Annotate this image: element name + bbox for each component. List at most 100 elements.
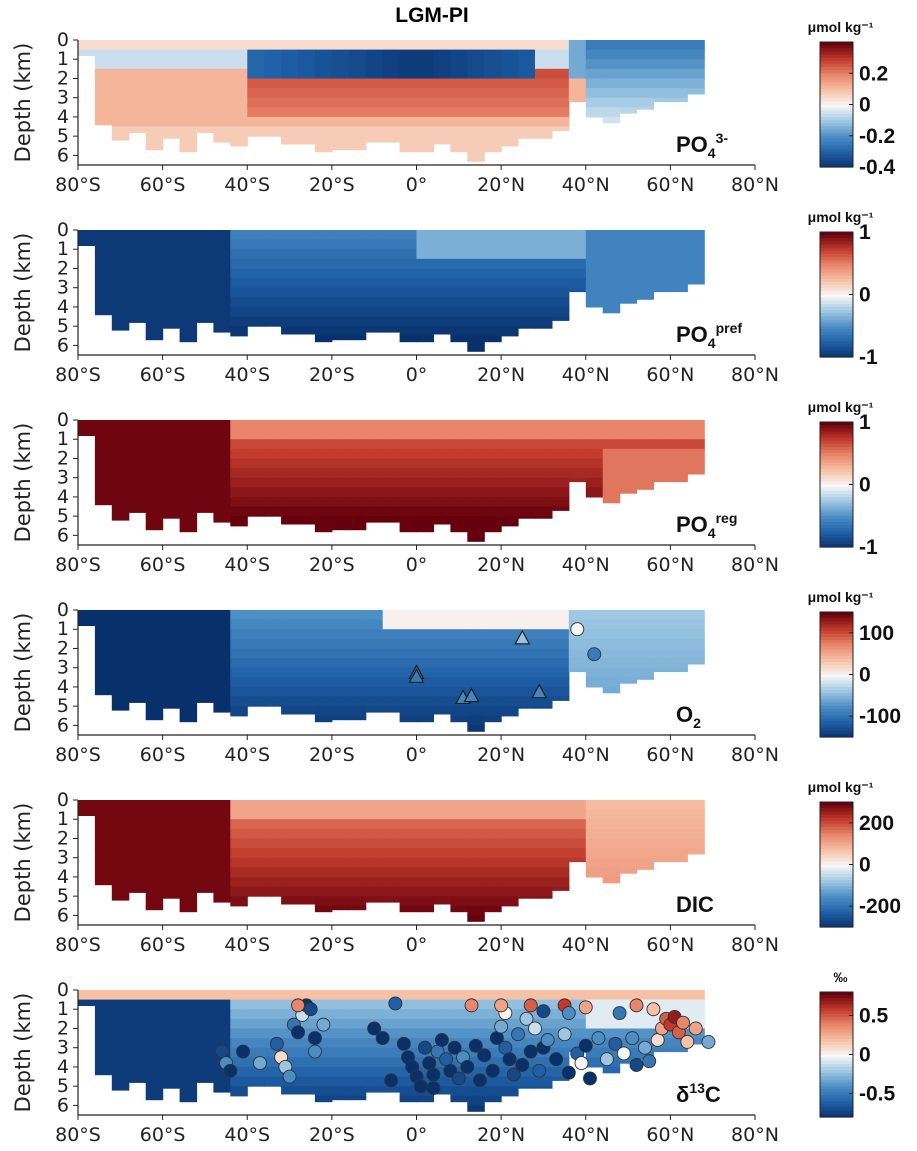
colorbar-segment: [820, 902, 853, 906]
heatmap-cell: [281, 239, 299, 250]
heatmap-cell: [619, 297, 638, 304]
heatmap-cell: [298, 458, 316, 469]
y-tick-label: 6: [57, 144, 69, 166]
heatmap-cell: [433, 619, 451, 630]
heatmap-cell: [145, 487, 164, 498]
heatmap-cell: [162, 1066, 181, 1078]
colorbar-segment: [820, 297, 853, 302]
heatmap-cell: [365, 239, 384, 250]
heatmap-cell: [111, 439, 130, 450]
colorbar-segment: [820, 883, 853, 887]
heatmap-cell: [450, 477, 468, 488]
heatmap-cell: [348, 326, 367, 337]
heatmap-cell: [213, 876, 231, 888]
colorbar-segment: [820, 1104, 853, 1109]
heatmap-cell: [501, 809, 519, 820]
heatmap-cell: [450, 145, 468, 153]
heatmap-cell: [585, 828, 604, 839]
heatmap-cell: [128, 999, 147, 1010]
heatmap-cell: [162, 629, 181, 640]
heatmap-cell: [314, 1009, 333, 1020]
heatmap-cell: [331, 1066, 350, 1078]
heatmap-cell: [264, 487, 282, 498]
colorbar-segment: [820, 235, 853, 239]
heatmap-cell: [179, 638, 198, 649]
heatmap-cell: [467, 155, 485, 162]
colorbar-segment: [820, 434, 853, 439]
heatmap-cell: [484, 629, 502, 640]
heatmap-cell: [518, 828, 536, 839]
heatmap-cell: [111, 487, 130, 498]
heatmap-cell: [399, 239, 418, 250]
heatmap-cell: [162, 828, 181, 839]
colorbar-segment: [820, 117, 853, 121]
heatmap-cell: [111, 809, 130, 820]
heatmap-cell: [162, 326, 181, 329]
heatmap-cell: [94, 249, 113, 260]
heatmap-cell: [382, 838, 401, 849]
heatmap-cell: [518, 516, 536, 519]
heatmap-cell: [230, 1018, 248, 1029]
heatmap-cell: [94, 297, 113, 308]
heatmap-cell: [128, 429, 147, 440]
heatmap-cell: [551, 40, 570, 51]
heatmap-cell: [670, 68, 688, 79]
y-tick-label: 4: [57, 676, 69, 698]
heatmap-cell: [467, 249, 485, 260]
heatmap-cell: [382, 506, 401, 517]
data-point-circle: [591, 1031, 606, 1046]
heatmap-cell: [196, 848, 214, 859]
heatmap-cell: [247, 867, 265, 878]
heatmap-cell: [551, 610, 570, 621]
heatmap-cell: [619, 828, 638, 839]
heatmap-cell: [416, 1095, 434, 1103]
heatmap-cell: [179, 876, 198, 888]
y-tick-label: 3: [57, 1037, 69, 1059]
heatmap-cell: [230, 88, 248, 99]
heatmap-cell: [348, 306, 367, 318]
heatmap-cell: [653, 448, 671, 459]
heatmap-cell: [467, 828, 485, 839]
heatmap-cell: [145, 828, 164, 839]
heatmap-cell: [484, 278, 502, 289]
heatmap-cell: [196, 809, 214, 820]
colorbar-segment: [820, 920, 853, 925]
colorbar-segment: [820, 839, 853, 844]
colorbar-tick-label: -0.5: [859, 1083, 896, 1106]
heatmap-cell: [348, 249, 367, 260]
heatmap-cell: [670, 667, 688, 673]
heatmap-cell: [128, 316, 147, 323]
heatmap-cell: [111, 800, 130, 811]
heatmap-cell: [298, 78, 316, 89]
data-point-circle: [638, 1040, 652, 1055]
heatmap-cell: [602, 496, 621, 504]
heatmap-cell: [551, 278, 570, 289]
heatmap-cell: [128, 40, 147, 51]
data-point-circle: [549, 1052, 564, 1067]
heatmap-cell: [467, 468, 485, 479]
heatmap-cell: [162, 686, 181, 698]
heatmap-cell: [636, 297, 654, 300]
heatmap-cell: [230, 429, 248, 440]
heatmap-cell: [551, 857, 570, 868]
heatmap-cell: [196, 619, 214, 630]
heatmap-cell: [162, 49, 181, 60]
heatmap-cell: [298, 800, 316, 811]
heatmap-cell: [670, 638, 688, 649]
heatmap-cell: [213, 239, 231, 250]
heatmap-cell: [467, 1009, 485, 1020]
x-tick-label: 60°N: [646, 174, 694, 196]
heatmap-cell: [314, 525, 333, 533]
heatmap-cell: [314, 819, 333, 830]
heatmap-cell: [467, 610, 485, 621]
heatmap-cell: [670, 420, 688, 431]
colorbar-segment: [820, 88, 853, 93]
heatmap-cell: [145, 516, 164, 527]
heatmap-cell: [653, 819, 671, 830]
heatmap-cell: [365, 458, 384, 469]
heatmap-cell: [585, 429, 604, 440]
heatmap-cell: [365, 838, 384, 849]
data-point-circle: [214, 1044, 229, 1059]
colorbar-segment: [820, 1048, 853, 1052]
heatmap-cells: [78, 40, 705, 162]
